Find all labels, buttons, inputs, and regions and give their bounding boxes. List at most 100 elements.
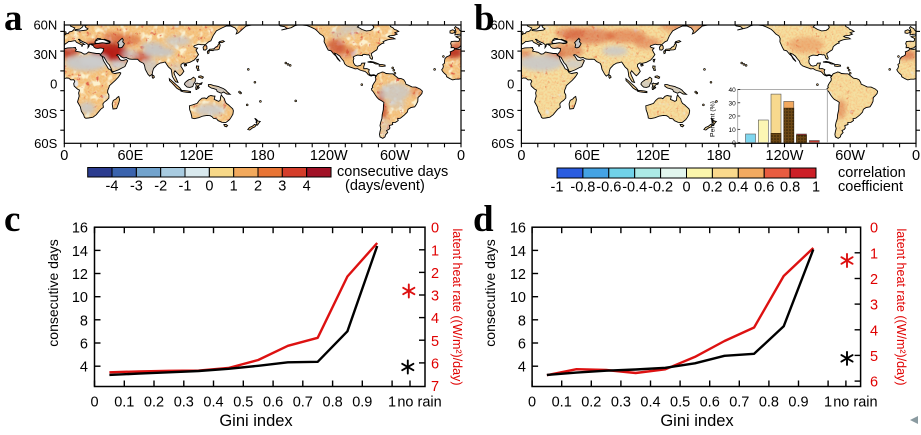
svg-text:60S: 60S	[491, 136, 514, 151]
svg-text:-0.6: -0.6	[596, 180, 621, 196]
svg-text:180: 180	[250, 148, 274, 164]
svg-text:4: 4	[518, 360, 526, 376]
svg-text:0.8: 0.8	[780, 180, 800, 196]
svg-text:0.5: 0.5	[233, 395, 253, 411]
svg-text:60E: 60E	[117, 148, 143, 164]
svg-text:12: 12	[72, 267, 88, 283]
svg-text:30S: 30S	[491, 106, 514, 121]
svg-text:0: 0	[431, 221, 439, 237]
svg-text:0.9: 0.9	[788, 395, 808, 411]
svg-text:0.6: 0.6	[263, 395, 283, 411]
svg-text:-2: -2	[154, 179, 167, 195]
svg-text:2: 2	[870, 272, 878, 288]
svg-text:-0.4: -0.4	[622, 180, 647, 196]
svg-text:8: 8	[518, 313, 526, 329]
svg-text:no rain: no rain	[833, 395, 877, 411]
svg-text:-1: -1	[179, 179, 192, 195]
svg-text:60S: 60S	[34, 136, 57, 151]
svg-text:16: 16	[72, 221, 88, 237]
svg-text:1: 1	[388, 395, 396, 411]
svg-text:30: 30	[728, 100, 736, 107]
svg-text:0.8: 0.8	[759, 395, 779, 411]
svg-text:0.8: 0.8	[323, 395, 343, 411]
svg-text:0.2: 0.2	[702, 180, 722, 196]
svg-text:latent heat rate ((W/m²)/day): latent heat rate ((W/m²)/day)	[894, 229, 908, 386]
svg-text:60N: 60N	[491, 18, 515, 33]
svg-text:30N: 30N	[33, 47, 57, 62]
svg-text:120E: 120E	[636, 148, 670, 164]
svg-text:0: 0	[90, 395, 98, 411]
svg-text:3: 3	[870, 298, 878, 314]
svg-text:consecutive days: consecutive days	[482, 239, 498, 346]
svg-text:0.3: 0.3	[174, 395, 194, 411]
svg-text:5: 5	[431, 334, 439, 350]
svg-text:60N: 60N	[33, 18, 57, 33]
svg-text:14: 14	[510, 244, 526, 260]
svg-text:1: 1	[431, 243, 439, 259]
svg-text:latent heat rate ((W/m²)/day): latent heat rate ((W/m²)/day)	[450, 229, 464, 386]
svg-text:0: 0	[732, 140, 736, 147]
svg-text:2: 2	[254, 179, 262, 195]
svg-text:-1: -1	[551, 180, 564, 196]
svg-text:10: 10	[72, 290, 88, 306]
svg-text:0: 0	[528, 395, 536, 411]
svg-text:consecutive days: consecutive days	[337, 164, 448, 180]
svg-text:4: 4	[431, 311, 439, 327]
svg-text:0.1: 0.1	[114, 395, 134, 411]
svg-text:consecutive days: consecutive days	[45, 239, 61, 346]
svg-text:0.2: 0.2	[144, 395, 164, 411]
svg-text:b: b	[474, 0, 495, 39]
svg-text:a: a	[4, 0, 23, 39]
svg-text:0.1: 0.1	[552, 395, 572, 411]
svg-text:16: 16	[510, 221, 526, 237]
svg-text:0: 0	[517, 148, 525, 164]
svg-text:0: 0	[912, 148, 920, 164]
svg-text:8: 8	[80, 313, 88, 329]
svg-text:(days/event): (days/event)	[345, 178, 425, 194]
svg-text:0.9: 0.9	[352, 395, 372, 411]
svg-text:0.4: 0.4	[640, 395, 660, 411]
svg-text:2: 2	[431, 266, 439, 282]
svg-text:10: 10	[728, 127, 736, 134]
svg-text:4: 4	[80, 360, 88, 376]
svg-text:0.7: 0.7	[729, 395, 749, 411]
svg-text:-4: -4	[106, 179, 119, 195]
svg-text:12: 12	[510, 267, 526, 283]
svg-text:-0.2: -0.2	[648, 180, 673, 196]
svg-text:10: 10	[510, 290, 526, 306]
svg-text:1: 1	[870, 246, 878, 262]
svg-text:120W: 120W	[310, 148, 348, 164]
svg-text:0: 0	[682, 180, 690, 196]
svg-text:0: 0	[507, 77, 514, 92]
svg-text:c: c	[4, 199, 20, 240]
svg-text:6: 6	[80, 337, 88, 353]
svg-text:5: 5	[870, 349, 878, 365]
svg-text:Gini index: Gini index	[219, 412, 293, 430]
svg-text:0: 0	[205, 179, 213, 195]
svg-text:40: 40	[728, 87, 736, 94]
svg-text:120E: 120E	[180, 148, 214, 164]
svg-text:Gini index: Gini index	[660, 412, 734, 430]
svg-text:60W: 60W	[835, 148, 865, 164]
svg-text:6: 6	[870, 375, 878, 391]
svg-text:Percent (%): Percent (%)	[710, 101, 717, 137]
svg-text:60W: 60W	[380, 148, 410, 164]
svg-text:3: 3	[431, 289, 439, 305]
svg-text:0: 0	[457, 148, 465, 164]
svg-text:0: 0	[870, 221, 878, 237]
svg-text:7: 7	[431, 379, 439, 395]
svg-text:d: d	[473, 199, 494, 240]
svg-text:60E: 60E	[574, 148, 600, 164]
svg-text:180: 180	[707, 148, 731, 164]
svg-text:0.6: 0.6	[700, 395, 720, 411]
svg-text:0: 0	[50, 77, 57, 92]
svg-text:14: 14	[72, 244, 88, 260]
svg-text:1: 1	[824, 395, 832, 411]
svg-text:-0.8: -0.8	[570, 180, 595, 196]
svg-text:correlation: correlation	[838, 165, 906, 181]
svg-text:120W: 120W	[766, 148, 804, 164]
svg-text:1: 1	[230, 179, 238, 195]
svg-text:4: 4	[303, 179, 311, 195]
svg-text:0.5: 0.5	[670, 395, 690, 411]
svg-text:0: 0	[60, 148, 68, 164]
